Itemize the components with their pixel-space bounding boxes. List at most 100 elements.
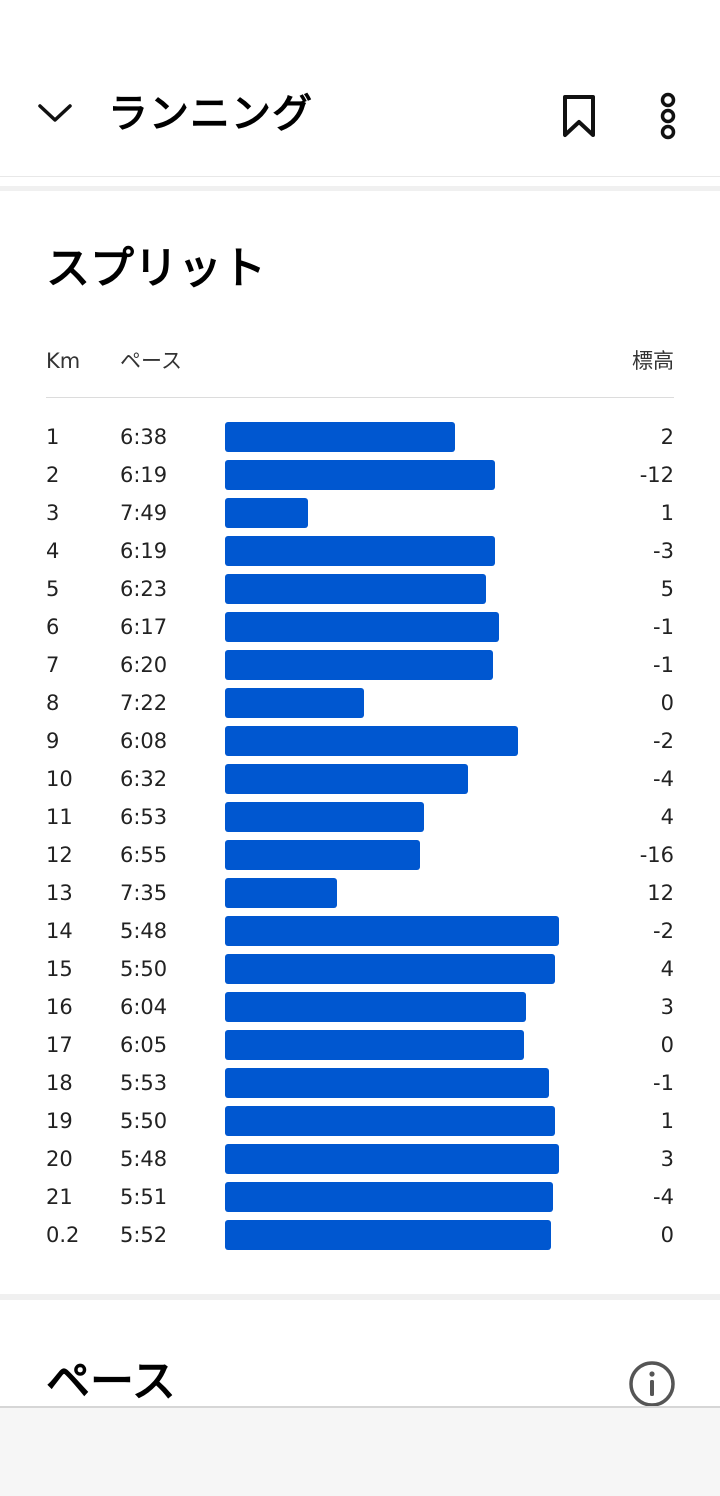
pace-bar	[225, 498, 308, 528]
split-elevation: 4	[660, 805, 674, 829]
split-elevation: 0	[660, 691, 674, 715]
table-row: 16 6:04 3	[0, 990, 720, 1028]
pace-bar	[225, 460, 495, 490]
split-pace: 5:50	[120, 1109, 168, 1133]
section-separator	[0, 186, 720, 191]
split-km: 6	[46, 615, 60, 639]
table-row: 18 5:53 -1	[0, 1066, 720, 1104]
split-pace: 6:17	[120, 615, 168, 639]
info-icon[interactable]	[628, 1360, 676, 1406]
split-km: 10	[46, 767, 73, 791]
table-row: 6 6:17 -1	[0, 610, 720, 648]
bottom-divider	[0, 1406, 720, 1408]
table-row: 7 6:20 -1	[0, 648, 720, 686]
pace-bar	[225, 650, 493, 680]
split-elevation: -3	[653, 539, 674, 563]
splits-table: 1 6:38 2 2 6:19 -12 3 7:49 1 4 6:19 -3 5 6:23 5 6 6:17 -1…	[0, 420, 720, 1256]
split-pace: 6:19	[120, 463, 168, 487]
split-elevation: 0	[660, 1223, 674, 1247]
more-vertical-icon[interactable]	[642, 88, 694, 144]
split-km: 3	[46, 501, 60, 525]
split-pace: 7:49	[120, 501, 168, 525]
split-elevation: 3	[660, 995, 674, 1019]
split-km: 20	[46, 1147, 73, 1171]
app-header: ランニング	[0, 0, 720, 177]
table-row: 3 7:49 1	[0, 496, 720, 534]
split-pace: 5:48	[120, 1147, 168, 1171]
table-row: 15 5:50 4	[0, 952, 720, 990]
pace-bar	[225, 1144, 559, 1174]
split-km: 11	[46, 805, 73, 829]
split-pace: 7:35	[120, 881, 168, 905]
split-pace: 5:48	[120, 919, 168, 943]
split-elevation: -2	[653, 729, 674, 753]
split-km: 5	[46, 577, 60, 601]
split-pace: 6:19	[120, 539, 168, 563]
pace-bar	[225, 992, 526, 1022]
split-km: 2	[46, 463, 60, 487]
split-elevation: 1	[660, 501, 674, 525]
split-elevation: -16	[639, 843, 674, 867]
table-row: 10 6:32 -4	[0, 762, 720, 800]
bottom-area	[0, 1408, 720, 1496]
pace-bar	[225, 802, 424, 832]
split-pace: 6:53	[120, 805, 168, 829]
table-row: 8 7:22 0	[0, 686, 720, 724]
split-km: 21	[46, 1185, 73, 1209]
split-pace: 6:05	[120, 1033, 168, 1057]
split-km: 0.2	[46, 1223, 80, 1247]
chevron-down-icon[interactable]	[30, 88, 80, 138]
pace-bar	[225, 536, 495, 566]
split-km: 15	[46, 957, 73, 981]
table-row: 9 6:08 -2	[0, 724, 720, 762]
split-elevation: -4	[653, 767, 674, 791]
pace-bar	[225, 422, 455, 452]
pace-card: ペース	[0, 1300, 720, 1406]
table-row: 2 6:19 -12	[0, 458, 720, 496]
split-pace: 6:20	[120, 653, 168, 677]
table-header-divider	[46, 397, 674, 398]
split-km: 19	[46, 1109, 73, 1133]
table-row: 19 5:50 1	[0, 1104, 720, 1142]
split-elevation: -4	[653, 1185, 674, 1209]
splits-card: スプリット Km ペース 標高 1 6:38 2 2 6:19 -12 3 7:49 1 4 6:1…	[0, 191, 720, 1294]
split-pace: 6:04	[120, 995, 168, 1019]
split-elevation: 3	[660, 1147, 674, 1171]
split-elevation: -12	[639, 463, 674, 487]
pace-bar	[225, 878, 337, 908]
pace-bar	[225, 1220, 551, 1250]
split-km: 12	[46, 843, 73, 867]
page-title: ランニング	[108, 91, 313, 137]
table-row: 13 7:35 12	[0, 876, 720, 914]
pace-bar	[225, 1068, 549, 1098]
column-header-km: Km	[46, 349, 81, 373]
split-elevation: 0	[660, 1033, 674, 1057]
splits-title: スプリット	[46, 243, 266, 294]
split-pace: 6:38	[120, 425, 168, 449]
table-row: 17 6:05 0	[0, 1028, 720, 1066]
section-separator	[0, 1294, 720, 1300]
pace-bar	[225, 1030, 524, 1060]
pace-section-title: ペース	[46, 1356, 176, 1406]
split-pace: 6:23	[120, 577, 168, 601]
pace-bar	[225, 764, 468, 794]
split-pace: 5:51	[120, 1185, 168, 1209]
bookmark-icon[interactable]	[552, 88, 606, 144]
split-pace: 5:53	[120, 1071, 168, 1095]
table-row: 21 5:51 -4	[0, 1180, 720, 1218]
split-pace: 7:22	[120, 691, 168, 715]
table-row: 0.2 5:52 0	[0, 1218, 720, 1256]
split-km: 4	[46, 539, 60, 563]
pace-bar	[225, 612, 499, 642]
split-pace: 6:55	[120, 843, 168, 867]
pace-bar	[225, 1106, 555, 1136]
table-row: 5 6:23 5	[0, 572, 720, 610]
table-row: 14 5:48 -2	[0, 914, 720, 952]
table-row: 4 6:19 -3	[0, 534, 720, 572]
split-elevation: 5	[660, 577, 674, 601]
pace-bar	[225, 1182, 553, 1212]
pace-bar	[225, 840, 420, 870]
split-pace: 6:32	[120, 767, 168, 791]
split-elevation: -2	[653, 919, 674, 943]
split-km: 14	[46, 919, 73, 943]
